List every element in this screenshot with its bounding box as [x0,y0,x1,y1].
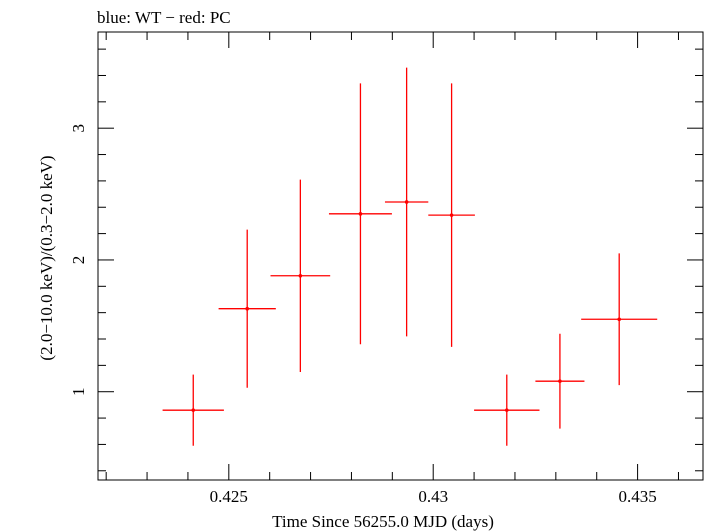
data-points [162,67,658,446]
x-tick-label: 0.43 [418,487,448,506]
y-axis-ticks: 1 2 3 [69,48,703,472]
x-axis-ticks: 0.425 0.43 0.435 [105,32,679,506]
point-marker [617,317,621,322]
point-marker [245,306,250,311]
x-tick-label: 0.435 [618,487,656,506]
x-axis-label: Time Since 56255.0 MJD (days) [272,512,494,531]
point-marker [558,379,562,383]
data-point [384,67,429,337]
data-point [328,83,392,345]
data-point [218,229,276,388]
point-marker [358,212,363,216]
point-marker [191,408,196,412]
y-axis-label: (2.0−10.0 keV)/(0.3−2.0 keV) [37,155,56,360]
data-point [162,374,224,446]
y-tick-label: 3 [69,124,88,133]
chart-title: blue: WT − red: PC [97,8,231,27]
x-tick-label: 0.425 [210,487,248,506]
point-marker [298,273,303,278]
point-marker [404,200,409,204]
data-point [428,83,475,347]
plot-frame [97,31,704,481]
data-point [270,179,331,372]
data-point [474,374,540,446]
data-point [535,333,585,429]
y-tick-label: 2 [69,256,88,265]
data-point [581,253,658,386]
y-tick-label: 1 [69,387,88,396]
point-marker [449,213,454,217]
point-marker [504,408,509,412]
